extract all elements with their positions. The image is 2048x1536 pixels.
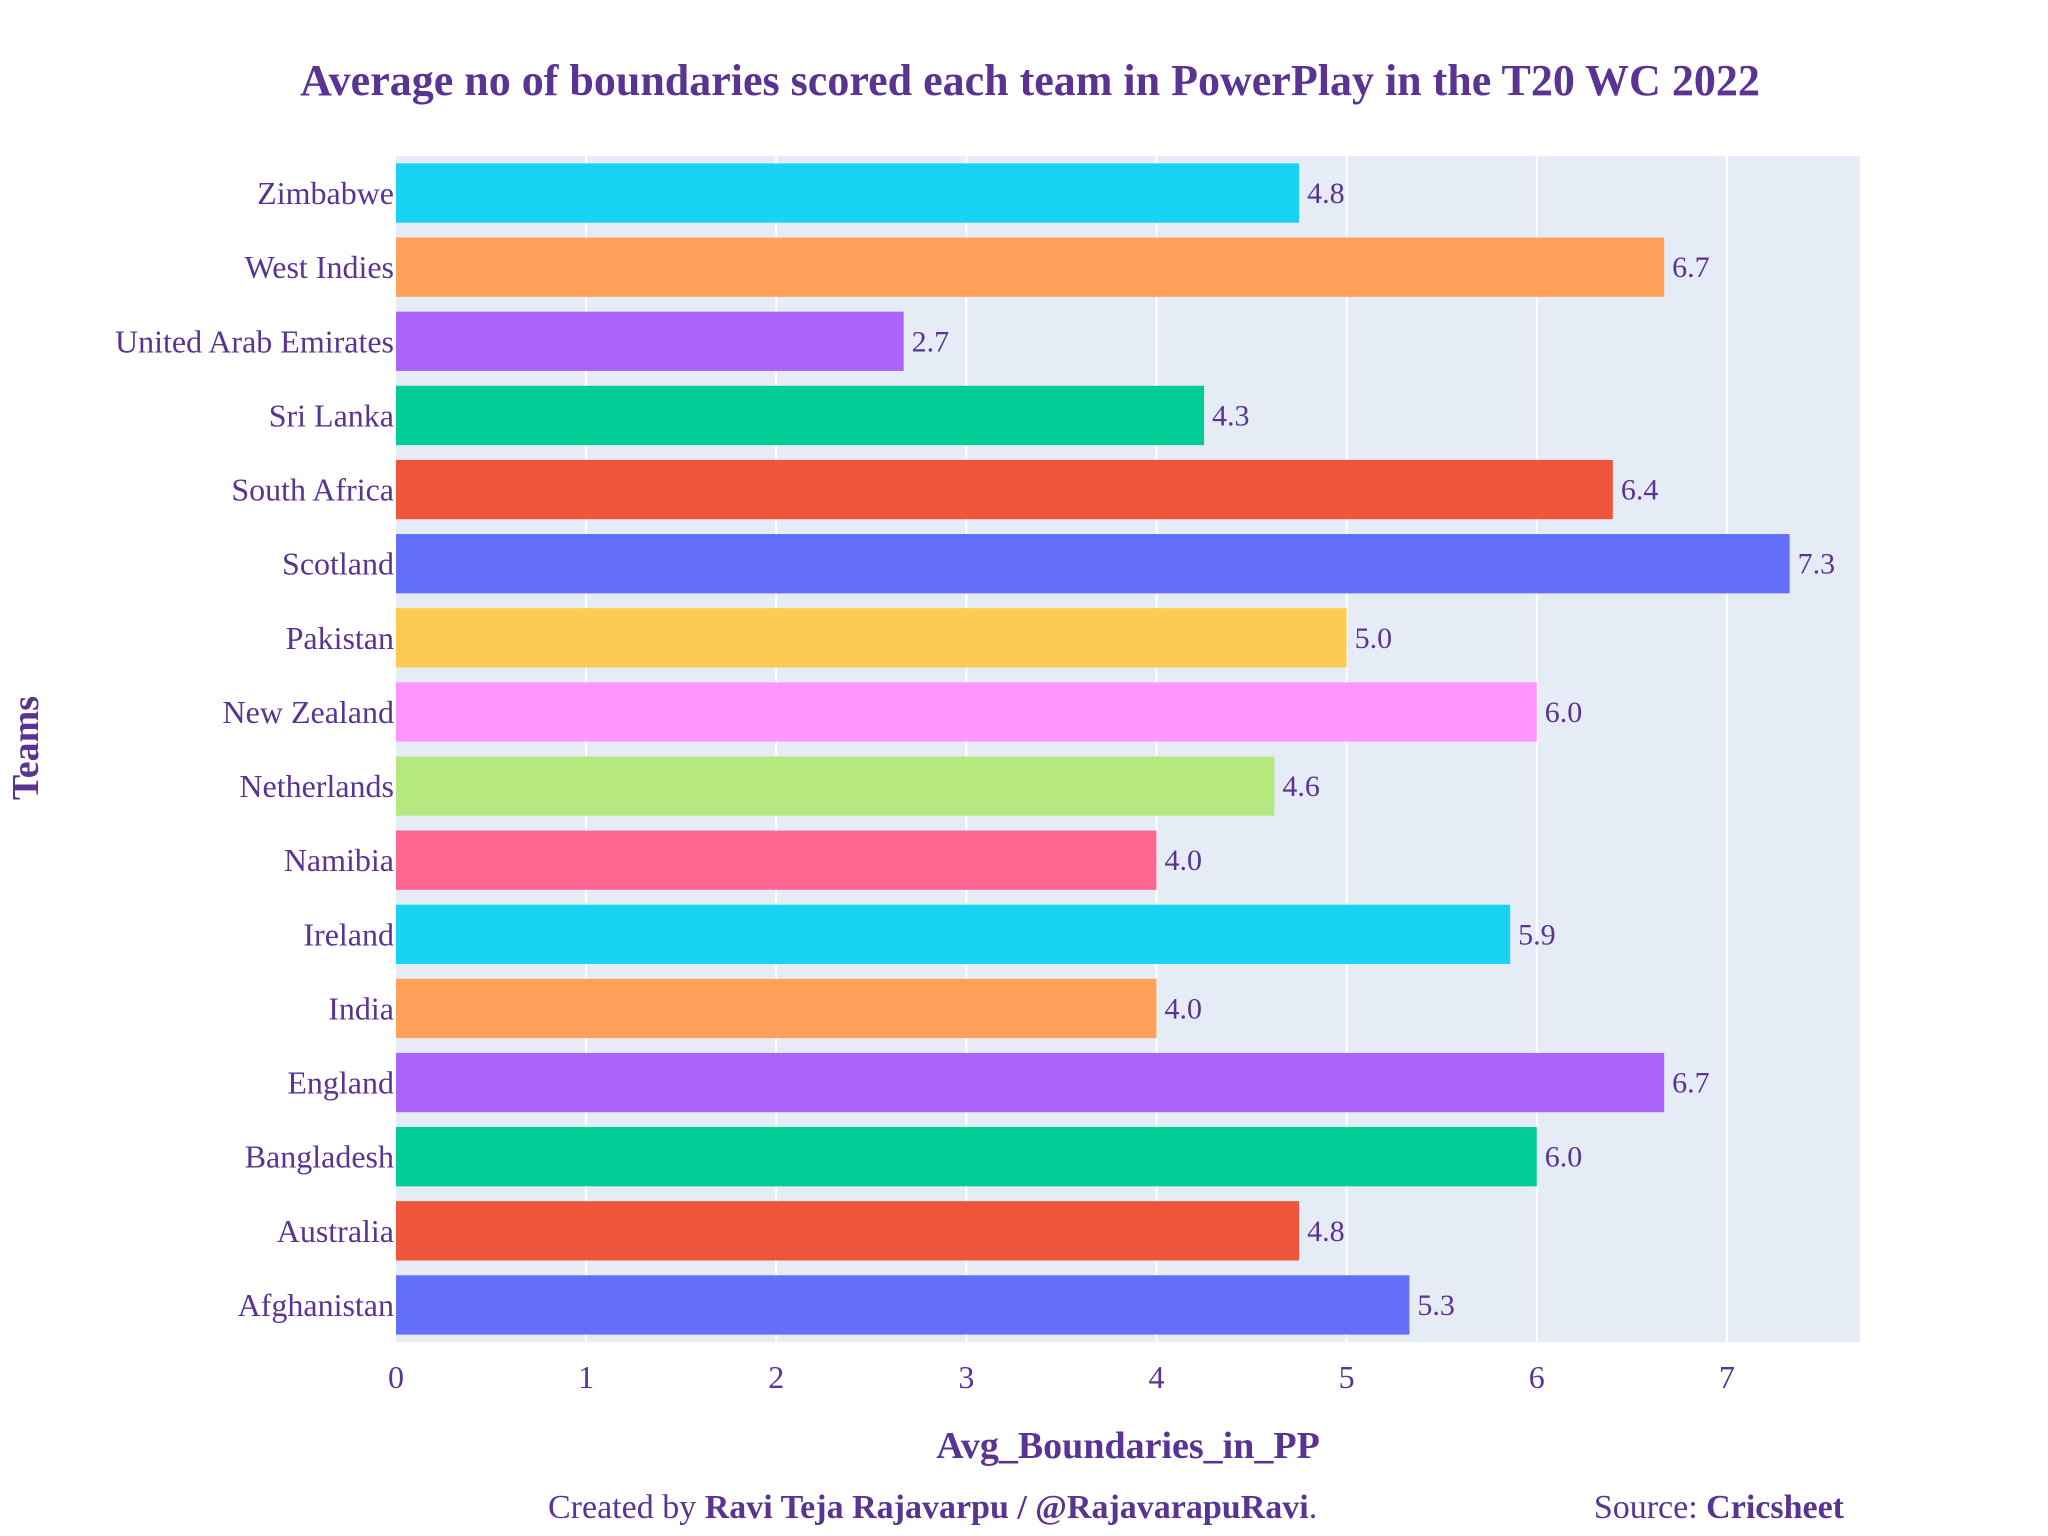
bar-value-label: 5.0 — [1355, 622, 1393, 655]
y-tick-label: Scotland — [282, 546, 394, 582]
bar — [396, 608, 1347, 668]
y-tick-label: Zimbabwe — [257, 175, 394, 211]
bar-value-label: 2.7 — [912, 325, 950, 358]
source-line: Source: Cricsheet — [1594, 1489, 1845, 1526]
bar — [396, 682, 1537, 742]
x-tick-label: 4 — [1149, 1359, 1165, 1395]
bar — [396, 830, 1157, 890]
x-tick-label: 7 — [1719, 1359, 1735, 1395]
bar-value-label: 5.9 — [1518, 918, 1556, 951]
y-tick-label: Namibia — [284, 842, 394, 878]
bar — [396, 904, 1511, 964]
x-tick-labels: 0 1 2 3 4 5 6 7 — [388, 1359, 1735, 1395]
y-tick-label: United Arab Emirates — [115, 323, 394, 359]
bar — [396, 1127, 1537, 1187]
bar-value-label: 6.0 — [1545, 696, 1583, 729]
y-tick-label: Pakistan — [286, 620, 394, 656]
bar — [396, 311, 904, 371]
y-tick-label: Australia — [277, 1213, 394, 1249]
chart-title: Average no of boundaries scored each tea… — [300, 56, 1760, 105]
y-tick-labels: Zimbabwe West Indies United Arab Emirates S… — [115, 175, 394, 1323]
y-tick-label: Netherlands — [239, 768, 394, 804]
bar-value-label: 6.7 — [1672, 251, 1710, 284]
x-tick-label: 1 — [578, 1359, 594, 1395]
y-axis-title: Teams — [5, 696, 47, 800]
y-tick-label: South Africa — [231, 472, 394, 508]
y-tick-label: India — [328, 990, 394, 1026]
bar-value-label: 6.0 — [1545, 1141, 1583, 1174]
x-tick-label: 0 — [388, 1359, 404, 1395]
y-tick-label: Ireland — [303, 916, 394, 952]
x-tick-label: 2 — [768, 1359, 784, 1395]
bar — [396, 237, 1665, 297]
y-tick-label: Afghanistan — [238, 1287, 394, 1323]
bar-value-label: 6.7 — [1672, 1067, 1710, 1100]
y-tick-label: England — [287, 1065, 394, 1101]
source-prefix: Source: — [1594, 1489, 1706, 1526]
bar-value-label: 5.3 — [1417, 1289, 1455, 1322]
credit-line: Created by Ravi Teja Rajavarpu / @Rajava… — [548, 1489, 1317, 1526]
bar-value-label: 4.3 — [1212, 399, 1250, 432]
bar — [396, 534, 1790, 594]
bar — [396, 1275, 1410, 1335]
bar — [396, 163, 1300, 223]
credit-author: Ravi Teja Rajavarpu / @RajavarapuRavi — [705, 1489, 1309, 1526]
bar — [396, 459, 1613, 520]
bar — [396, 1201, 1300, 1261]
bar — [396, 385, 1205, 446]
bar-value-label: 4.6 — [1282, 770, 1320, 803]
y-tick-label: Sri Lanka — [269, 397, 394, 433]
bar — [396, 978, 1157, 1039]
x-tick-label: 5 — [1339, 1359, 1355, 1395]
y-tick-label: New Zealand — [223, 694, 394, 730]
x-tick-label: 6 — [1529, 1359, 1545, 1395]
x-tick-label: 3 — [958, 1359, 974, 1395]
bar-value-label: 4.8 — [1307, 1215, 1345, 1248]
credit-prefix: Created by — [548, 1489, 705, 1526]
bar-value-label: 4.0 — [1165, 992, 1203, 1025]
bar-value-label: 4.0 — [1165, 844, 1203, 877]
source-name: Cricsheet — [1706, 1489, 1845, 1526]
credit-suffix: . — [1309, 1489, 1318, 1526]
bar-value-label: 7.3 — [1798, 548, 1836, 581]
data-labels: 4.8 6.7 2.7 4.3 6.4 7.3 5.0 6.0 4.6 4.0 5.9 4.0 6.7 6… — [912, 177, 1836, 1322]
bar-value-label: 4.8 — [1307, 177, 1345, 210]
bar-value-label: 6.4 — [1621, 474, 1659, 507]
y-tick-label: West Indies — [245, 249, 394, 285]
y-tick-label: Bangladesh — [245, 1139, 394, 1175]
bar — [396, 1052, 1665, 1113]
bars — [396, 163, 1790, 1335]
bar — [396, 756, 1275, 816]
x-axis-title: Avg_Boundaries_in_PP — [936, 1425, 1320, 1467]
